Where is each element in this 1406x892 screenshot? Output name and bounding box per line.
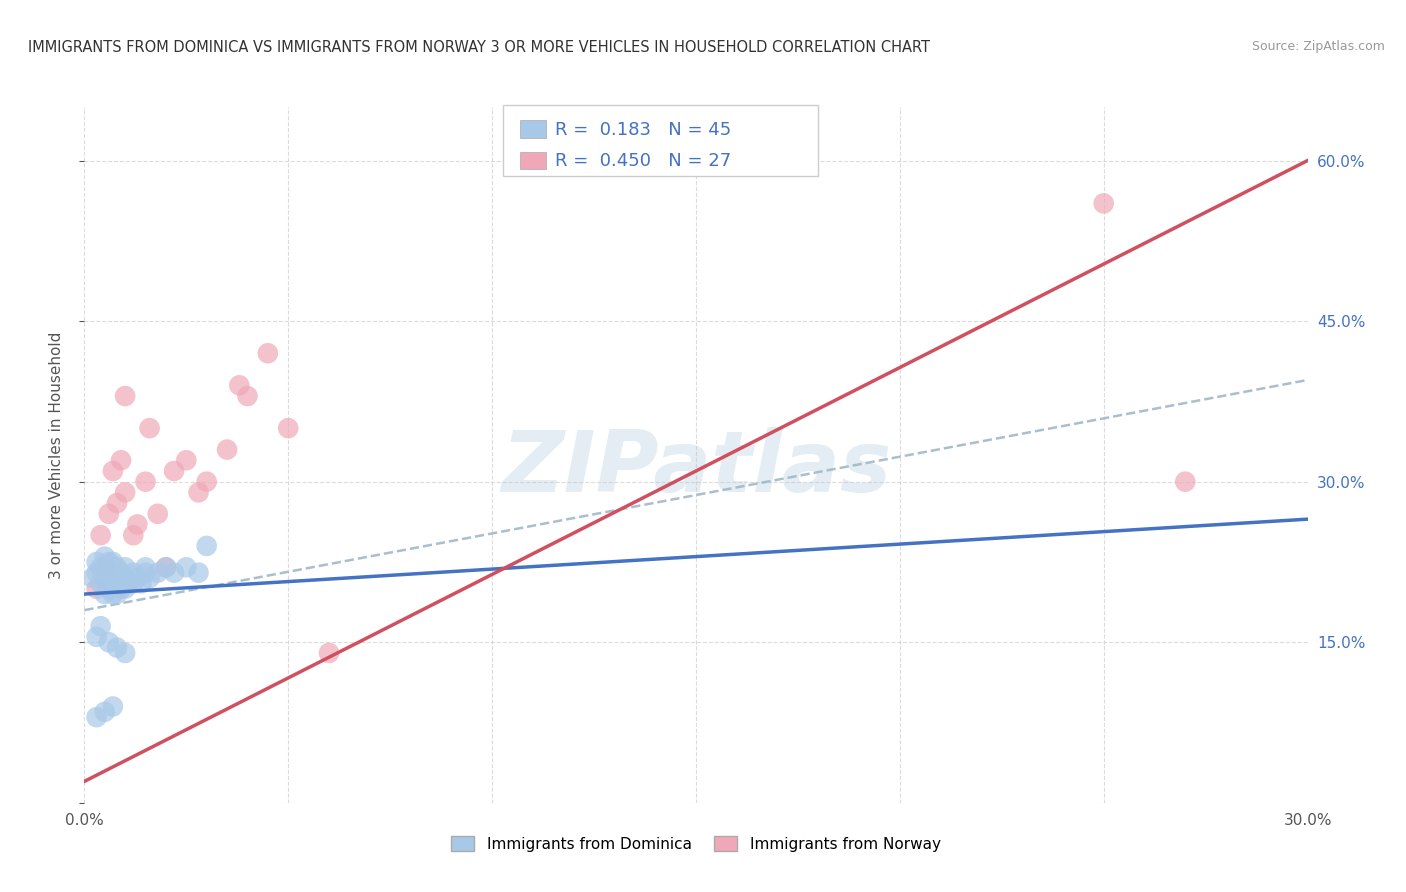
Y-axis label: 3 or more Vehicles in Household: 3 or more Vehicles in Household: [49, 331, 63, 579]
Point: [93, 549, 115, 564]
Point: [114, 571, 136, 585]
Point: [101, 587, 124, 601]
Point: [127, 571, 149, 585]
Point: [122, 576, 145, 591]
Point: [97, 582, 120, 596]
Point: [97, 555, 120, 569]
Point: [90, 576, 112, 591]
Point: [114, 582, 136, 596]
Point: [93, 571, 115, 585]
Point: [93, 705, 115, 719]
Point: [163, 566, 186, 580]
Point: [114, 646, 136, 660]
Point: [110, 566, 132, 580]
Point: [217, 442, 239, 457]
Point: [101, 571, 124, 585]
Point: [1174, 475, 1197, 489]
Point: [105, 560, 128, 574]
Point: [101, 555, 124, 569]
Point: [155, 560, 177, 574]
Text: ZIPatlas: ZIPatlas: [501, 427, 891, 510]
Point: [135, 566, 157, 580]
Point: [195, 539, 218, 553]
Point: [122, 528, 145, 542]
Point: [86, 555, 108, 569]
Point: [257, 346, 280, 360]
Point: [131, 576, 153, 591]
Point: [122, 566, 145, 580]
Point: [146, 507, 169, 521]
Point: [97, 635, 120, 649]
Legend: Immigrants from Dominica, Immigrants from Norway: Immigrants from Dominica, Immigrants fro…: [446, 830, 946, 858]
Point: [155, 560, 177, 574]
Point: [114, 560, 136, 574]
Point: [93, 560, 115, 574]
Point: [86, 566, 108, 580]
Point: [1092, 196, 1115, 211]
Point: [110, 453, 132, 467]
Text: IMMIGRANTS FROM DOMINICA VS IMMIGRANTS FROM NORWAY 3 OR MORE VEHICLES IN HOUSEHO: IMMIGRANTS FROM DOMINICA VS IMMIGRANTS F…: [28, 40, 931, 55]
Point: [138, 571, 160, 585]
Point: [93, 587, 115, 601]
Point: [228, 378, 250, 392]
Text: R =  0.183   N = 45: R = 0.183 N = 45: [555, 121, 731, 139]
Point: [105, 496, 128, 510]
Point: [90, 619, 112, 633]
Point: [318, 646, 340, 660]
Point: [118, 576, 141, 591]
Point: [127, 517, 149, 532]
Point: [114, 485, 136, 500]
Point: [195, 475, 218, 489]
Point: [163, 464, 186, 478]
Point: [110, 582, 132, 596]
Point: [86, 710, 108, 724]
Point: [105, 587, 128, 601]
Text: R =  0.450   N = 27: R = 0.450 N = 27: [555, 153, 731, 170]
Point: [187, 566, 209, 580]
Point: [90, 528, 112, 542]
Point: [101, 699, 124, 714]
Point: [97, 507, 120, 521]
Point: [105, 576, 128, 591]
Point: [114, 389, 136, 403]
Point: [174, 453, 197, 467]
Point: [97, 566, 120, 580]
Point: [82, 571, 104, 585]
Point: [135, 475, 157, 489]
Point: [86, 630, 108, 644]
Point: [277, 421, 299, 435]
Point: [86, 582, 108, 596]
Point: [135, 560, 157, 574]
Text: Source: ZipAtlas.com: Source: ZipAtlas.com: [1251, 40, 1385, 54]
Point: [187, 485, 209, 500]
Point: [138, 421, 160, 435]
Point: [105, 571, 128, 585]
Point: [174, 560, 197, 574]
Point: [236, 389, 259, 403]
Point: [146, 566, 169, 580]
Point: [105, 640, 128, 655]
Point: [90, 560, 112, 574]
Point: [101, 464, 124, 478]
